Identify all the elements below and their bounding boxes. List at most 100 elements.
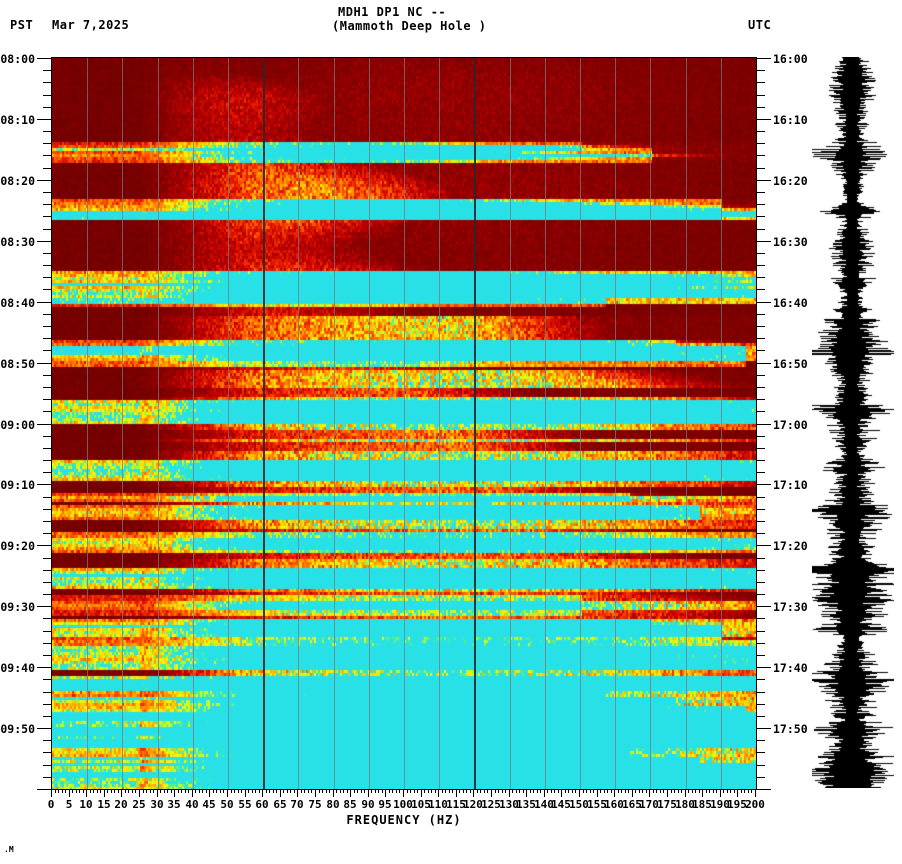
frequency-tick-minor bbox=[445, 789, 446, 793]
frequency-tick bbox=[245, 789, 246, 797]
time-tick-minor bbox=[757, 594, 765, 595]
frequency-axis-label: 45 bbox=[202, 798, 216, 811]
frequency-tick-minor bbox=[319, 789, 320, 793]
frequency-tick-minor bbox=[213, 789, 214, 793]
time-tick-minor bbox=[757, 631, 765, 632]
time-axis-label: 09:30 bbox=[0, 600, 35, 614]
time-tick-minor bbox=[43, 558, 51, 559]
time-tick-minor bbox=[43, 679, 51, 680]
time-axis-label: 16:40 bbox=[773, 296, 808, 310]
frequency-tick-minor bbox=[259, 789, 260, 793]
time-tick-minor bbox=[757, 338, 765, 339]
time-tick-major bbox=[757, 484, 771, 485]
frequency-tick-minor bbox=[65, 789, 66, 793]
frequency-tick-minor bbox=[459, 789, 460, 793]
time-tick-minor bbox=[43, 216, 51, 217]
time-tick-major bbox=[757, 667, 771, 668]
time-tick-minor bbox=[757, 192, 765, 193]
frequency-axis-label: 70 bbox=[290, 798, 304, 811]
frequency-tick-minor bbox=[586, 789, 587, 793]
frequency-tick-minor bbox=[730, 789, 731, 793]
frequency-tick-minor bbox=[266, 789, 267, 793]
time-axis-label: 09:50 bbox=[0, 722, 35, 736]
frequency-tick-minor bbox=[568, 789, 569, 793]
frequency-tick-minor bbox=[628, 789, 629, 793]
time-tick-minor bbox=[43, 253, 51, 254]
frequency-tick-minor bbox=[223, 789, 224, 793]
frequency-tick-minor bbox=[188, 789, 189, 793]
frequency-tick-minor bbox=[713, 789, 714, 793]
time-tick-major bbox=[37, 545, 51, 546]
time-tick-minor bbox=[757, 350, 765, 351]
time-axis-label: 16:00 bbox=[773, 52, 808, 66]
frequency-axis-label: 80 bbox=[326, 798, 340, 811]
frequency-tick-minor bbox=[533, 789, 534, 793]
time-tick-minor bbox=[757, 460, 765, 461]
frequency-tick-minor bbox=[484, 789, 485, 793]
time-tick-major bbox=[37, 484, 51, 485]
time-tick-minor bbox=[757, 70, 765, 71]
time-axis-label: 16:10 bbox=[773, 113, 808, 127]
frequency-tick bbox=[209, 789, 210, 797]
frequency-tick-minor bbox=[311, 789, 312, 793]
time-tick-minor bbox=[43, 594, 51, 595]
time-tick-major bbox=[757, 119, 771, 120]
time-tick-minor bbox=[757, 204, 765, 205]
frequency-tick-minor bbox=[396, 789, 397, 793]
time-tick-minor bbox=[757, 253, 765, 254]
frequency-tick-minor bbox=[748, 789, 749, 793]
frequency-tick-minor bbox=[269, 789, 270, 793]
frequency-tick-minor bbox=[287, 789, 288, 793]
time-tick-minor bbox=[757, 107, 765, 108]
frequency-tick-minor bbox=[118, 789, 119, 793]
frequency-tick-minor bbox=[199, 789, 200, 793]
time-tick-minor bbox=[757, 740, 765, 741]
time-tick-minor bbox=[43, 533, 51, 534]
time-tick-major bbox=[37, 789, 51, 790]
right-time-axis: 16:00 16:10 16:20 16:30 16:40 16:50 17:00 17:10… bbox=[757, 52, 808, 790]
time-tick-minor bbox=[43, 752, 51, 753]
frequency-tick-minor bbox=[449, 789, 450, 793]
frequency-tick-minor bbox=[308, 789, 309, 793]
frequency-tick bbox=[86, 789, 87, 797]
frequency-tick-minor bbox=[551, 789, 552, 793]
time-tick-minor bbox=[757, 582, 765, 583]
frequency-tick-minor bbox=[417, 789, 418, 793]
frequency-tick-minor bbox=[575, 789, 576, 793]
frequency-axis-label: 165 bbox=[622, 798, 642, 811]
frequency-tick-minor bbox=[62, 789, 63, 793]
frequency-axis-label: 5 bbox=[65, 798, 73, 811]
time-tick-major bbox=[37, 606, 51, 607]
frequency-tick bbox=[561, 789, 562, 797]
frequency-tick-minor bbox=[660, 789, 661, 793]
time-tick-minor bbox=[43, 436, 51, 437]
frequency-tick-minor bbox=[399, 789, 400, 793]
frequency-tick-minor bbox=[639, 789, 640, 793]
frequency-axis-label: 115 bbox=[446, 798, 466, 811]
frequency-tick-minor bbox=[160, 789, 161, 793]
time-tick-minor bbox=[43, 740, 51, 741]
time-axis-label: 16:30 bbox=[773, 235, 808, 249]
time-tick-minor bbox=[43, 448, 51, 449]
frequency-tick-minor bbox=[625, 789, 626, 793]
frequency-axis-label: 145 bbox=[551, 798, 571, 811]
frequency-axis-label: 25 bbox=[132, 798, 146, 811]
frequency-tick-minor bbox=[90, 789, 91, 793]
frequency-tick-minor bbox=[322, 789, 323, 793]
frequency-tick-minor bbox=[540, 789, 541, 793]
frequency-axis-label: 85 bbox=[343, 798, 357, 811]
time-tick-minor bbox=[757, 533, 765, 534]
left-time-axis: 08:00 08:10 08:20 08:30 08:40 08:50 09:00 09:10… bbox=[0, 52, 51, 790]
frequency-tick-minor bbox=[238, 789, 239, 793]
time-tick-minor bbox=[757, 752, 765, 753]
time-tick-major bbox=[757, 728, 771, 729]
time-tick-major bbox=[37, 302, 51, 303]
time-tick-minor bbox=[757, 289, 765, 290]
time-axis-label: 08:40 bbox=[0, 296, 35, 310]
frequency-tick-minor bbox=[392, 789, 393, 793]
time-tick-minor bbox=[43, 289, 51, 290]
frequency-tick-minor bbox=[442, 789, 443, 793]
frequency-tick bbox=[702, 789, 703, 797]
frequency-axis-label: 155 bbox=[587, 798, 607, 811]
time-tick-minor bbox=[757, 399, 765, 400]
